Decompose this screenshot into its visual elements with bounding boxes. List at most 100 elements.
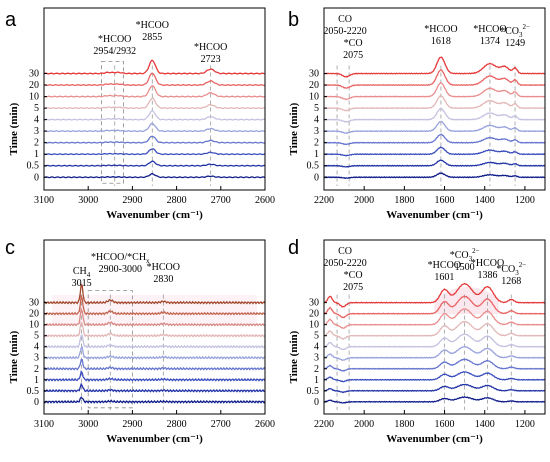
- series-line-b-1: [323, 146, 546, 157]
- y-tick-label-c-2: 2: [34, 364, 39, 375]
- x-tick-label-d-2000: 2000: [354, 419, 374, 430]
- y-tick-label-a-30: 30: [29, 69, 39, 80]
- x-tick-label-d-1200: 1200: [515, 419, 535, 430]
- series-line-b-0: [323, 172, 546, 180]
- annotation-label-b-4: *CO32−: [500, 23, 530, 39]
- region-box-c: [87, 290, 133, 409]
- x-tick-label-a-2700: 2700: [211, 195, 231, 206]
- y-tick-label-a-0: 0: [34, 172, 39, 183]
- highlight-band: [52, 295, 257, 325]
- y-tick-label-d-0: 0: [314, 397, 319, 408]
- plot-frame-c: [43, 239, 266, 415]
- annotation-value-d-3: 1500: [455, 262, 475, 273]
- series-line-a-20: [44, 72, 266, 87]
- x-tick-label-b-1600: 1600: [435, 195, 455, 206]
- series-line-a-10: [43, 85, 266, 98]
- annotation-value-d-5: 1268: [501, 276, 521, 287]
- series-line-d-0.5: [323, 383, 546, 394]
- panel-b: b 2200 2000 1800 1600 1400 1200 00.512345102030…: [288, 7, 546, 221]
- series-line-c-30: [43, 282, 266, 305]
- annotation-label-d-5: *CO32−: [496, 261, 526, 277]
- x-tick-label-d-1400: 1400: [475, 419, 495, 430]
- y-tick-label-c-20: 20: [29, 309, 39, 320]
- annotation-label-a-0: *HCOO: [98, 34, 131, 45]
- y-axis-label-a: Time (min): [8, 102, 20, 155]
- series-line-d-3: [323, 345, 546, 362]
- x-tick-label-d-1800: 1800: [394, 419, 414, 430]
- series-line-a-1: [43, 148, 266, 156]
- panel-letter-d: d: [288, 237, 299, 259]
- y-tick-label-b-10: 10: [309, 92, 319, 103]
- series-line-a-30: [43, 59, 266, 75]
- series-line-c-3: [43, 346, 266, 360]
- annotation-value-d-2: 1601: [434, 272, 454, 283]
- annotation-value-a-0: 2954/2932: [93, 46, 136, 57]
- series-line-d-5: [323, 320, 546, 341]
- y-tick-label-b-30: 30: [309, 69, 319, 80]
- y-tick-label-a-1: 1: [34, 149, 39, 160]
- series-line-b-10: [323, 81, 546, 101]
- x-tick-label-c-2800: 2800: [167, 419, 187, 430]
- annotation-value-d-0: 2050-2220: [323, 258, 366, 269]
- y-tick-label-c-0: 0: [34, 397, 39, 408]
- annotation-value-b-1: 2075: [343, 50, 363, 61]
- y-tick-label-b-0: 0: [314, 172, 319, 183]
- y-tick-label-d-5: 5: [314, 331, 319, 342]
- series-line-c-10: [43, 306, 266, 327]
- x-tick-label-c-3000: 3000: [78, 419, 98, 430]
- panel-d: d 2200 2000 1800 1600 1400 1200 00.512345102030…: [288, 237, 546, 445]
- x-axis-label-c: Wavenumber (cm⁻¹): [106, 433, 203, 445]
- y-tick-label-c-0.5: 0.5: [27, 386, 40, 397]
- plot-frame-d: [323, 239, 546, 415]
- x-tick-label-c-2700: 2700: [211, 419, 231, 430]
- annotation-value-b-2: 1618: [431, 36, 451, 47]
- x-tick-label-c-2600: 2600: [255, 419, 275, 430]
- y-tick-label-a-10: 10: [29, 92, 39, 103]
- x-tick-label-a-3000: 3000: [78, 195, 98, 206]
- series-line-d-30: [323, 282, 546, 308]
- y-axis-label-d: Time (min): [288, 330, 300, 383]
- series-line-c-0: [43, 396, 266, 404]
- region-box-a: [101, 61, 124, 184]
- x-tick-label-d-2200: 2200: [314, 419, 334, 430]
- annotation-label-a-2: *HCOO: [194, 42, 227, 53]
- annotation-value-c-0: 3015: [72, 278, 92, 289]
- plot-frame-a: [43, 7, 266, 191]
- panel-letter-c: c: [5, 237, 15, 259]
- annotation-label-d-3: *CO32−: [450, 247, 480, 263]
- series-line-b-0.5: [323, 159, 546, 168]
- y-tick-label-b-1: 1: [314, 149, 319, 160]
- annotation-label-a-1: *HCOO: [136, 20, 169, 31]
- series-line-c-20: [43, 294, 266, 316]
- series-line-b-2: [323, 133, 546, 146]
- series-line-b-20: [323, 69, 546, 89]
- series-line-c-4: [43, 334, 266, 349]
- annotation-label-b-3: *HCOO: [473, 24, 506, 35]
- annotation-label-d-1: *CO: [344, 270, 363, 281]
- annotation-label-c-1: *HCOO/*CHx: [91, 252, 150, 265]
- series-line-b-5: [323, 94, 546, 112]
- annotation-label-c-0: CH4: [73, 266, 91, 279]
- y-tick-label-a-2: 2: [34, 138, 39, 149]
- y-tick-label-a-3: 3: [34, 126, 39, 137]
- x-tick-label-b-1800: 1800: [394, 195, 414, 206]
- annotation-value-a-1: 2855: [142, 32, 162, 43]
- annotation-label-d-0: CO: [338, 246, 352, 257]
- y-tick-label-d-10: 10: [309, 320, 319, 331]
- series-line-b-3: [323, 120, 546, 135]
- x-tick-label-a-2800: 2800: [167, 195, 187, 206]
- annotation-value-a-2: 2723: [201, 54, 221, 65]
- x-axis-label-b: Wavenumber (cm⁻¹): [386, 209, 483, 221]
- y-tick-label-b-2: 2: [314, 138, 319, 149]
- annotation-value-b-4: 1249: [505, 38, 525, 49]
- y-tick-label-c-1: 1: [34, 375, 39, 386]
- x-tick-label-d-1600: 1600: [435, 419, 455, 430]
- x-axis-label-d: Wavenumber (cm⁻¹): [386, 433, 483, 445]
- y-tick-label-a-20: 20: [29, 80, 39, 91]
- annotation-value-c-2: 2830: [153, 274, 173, 285]
- series-line-d-0: [323, 396, 545, 404]
- y-tick-label-d-3: 3: [314, 353, 319, 364]
